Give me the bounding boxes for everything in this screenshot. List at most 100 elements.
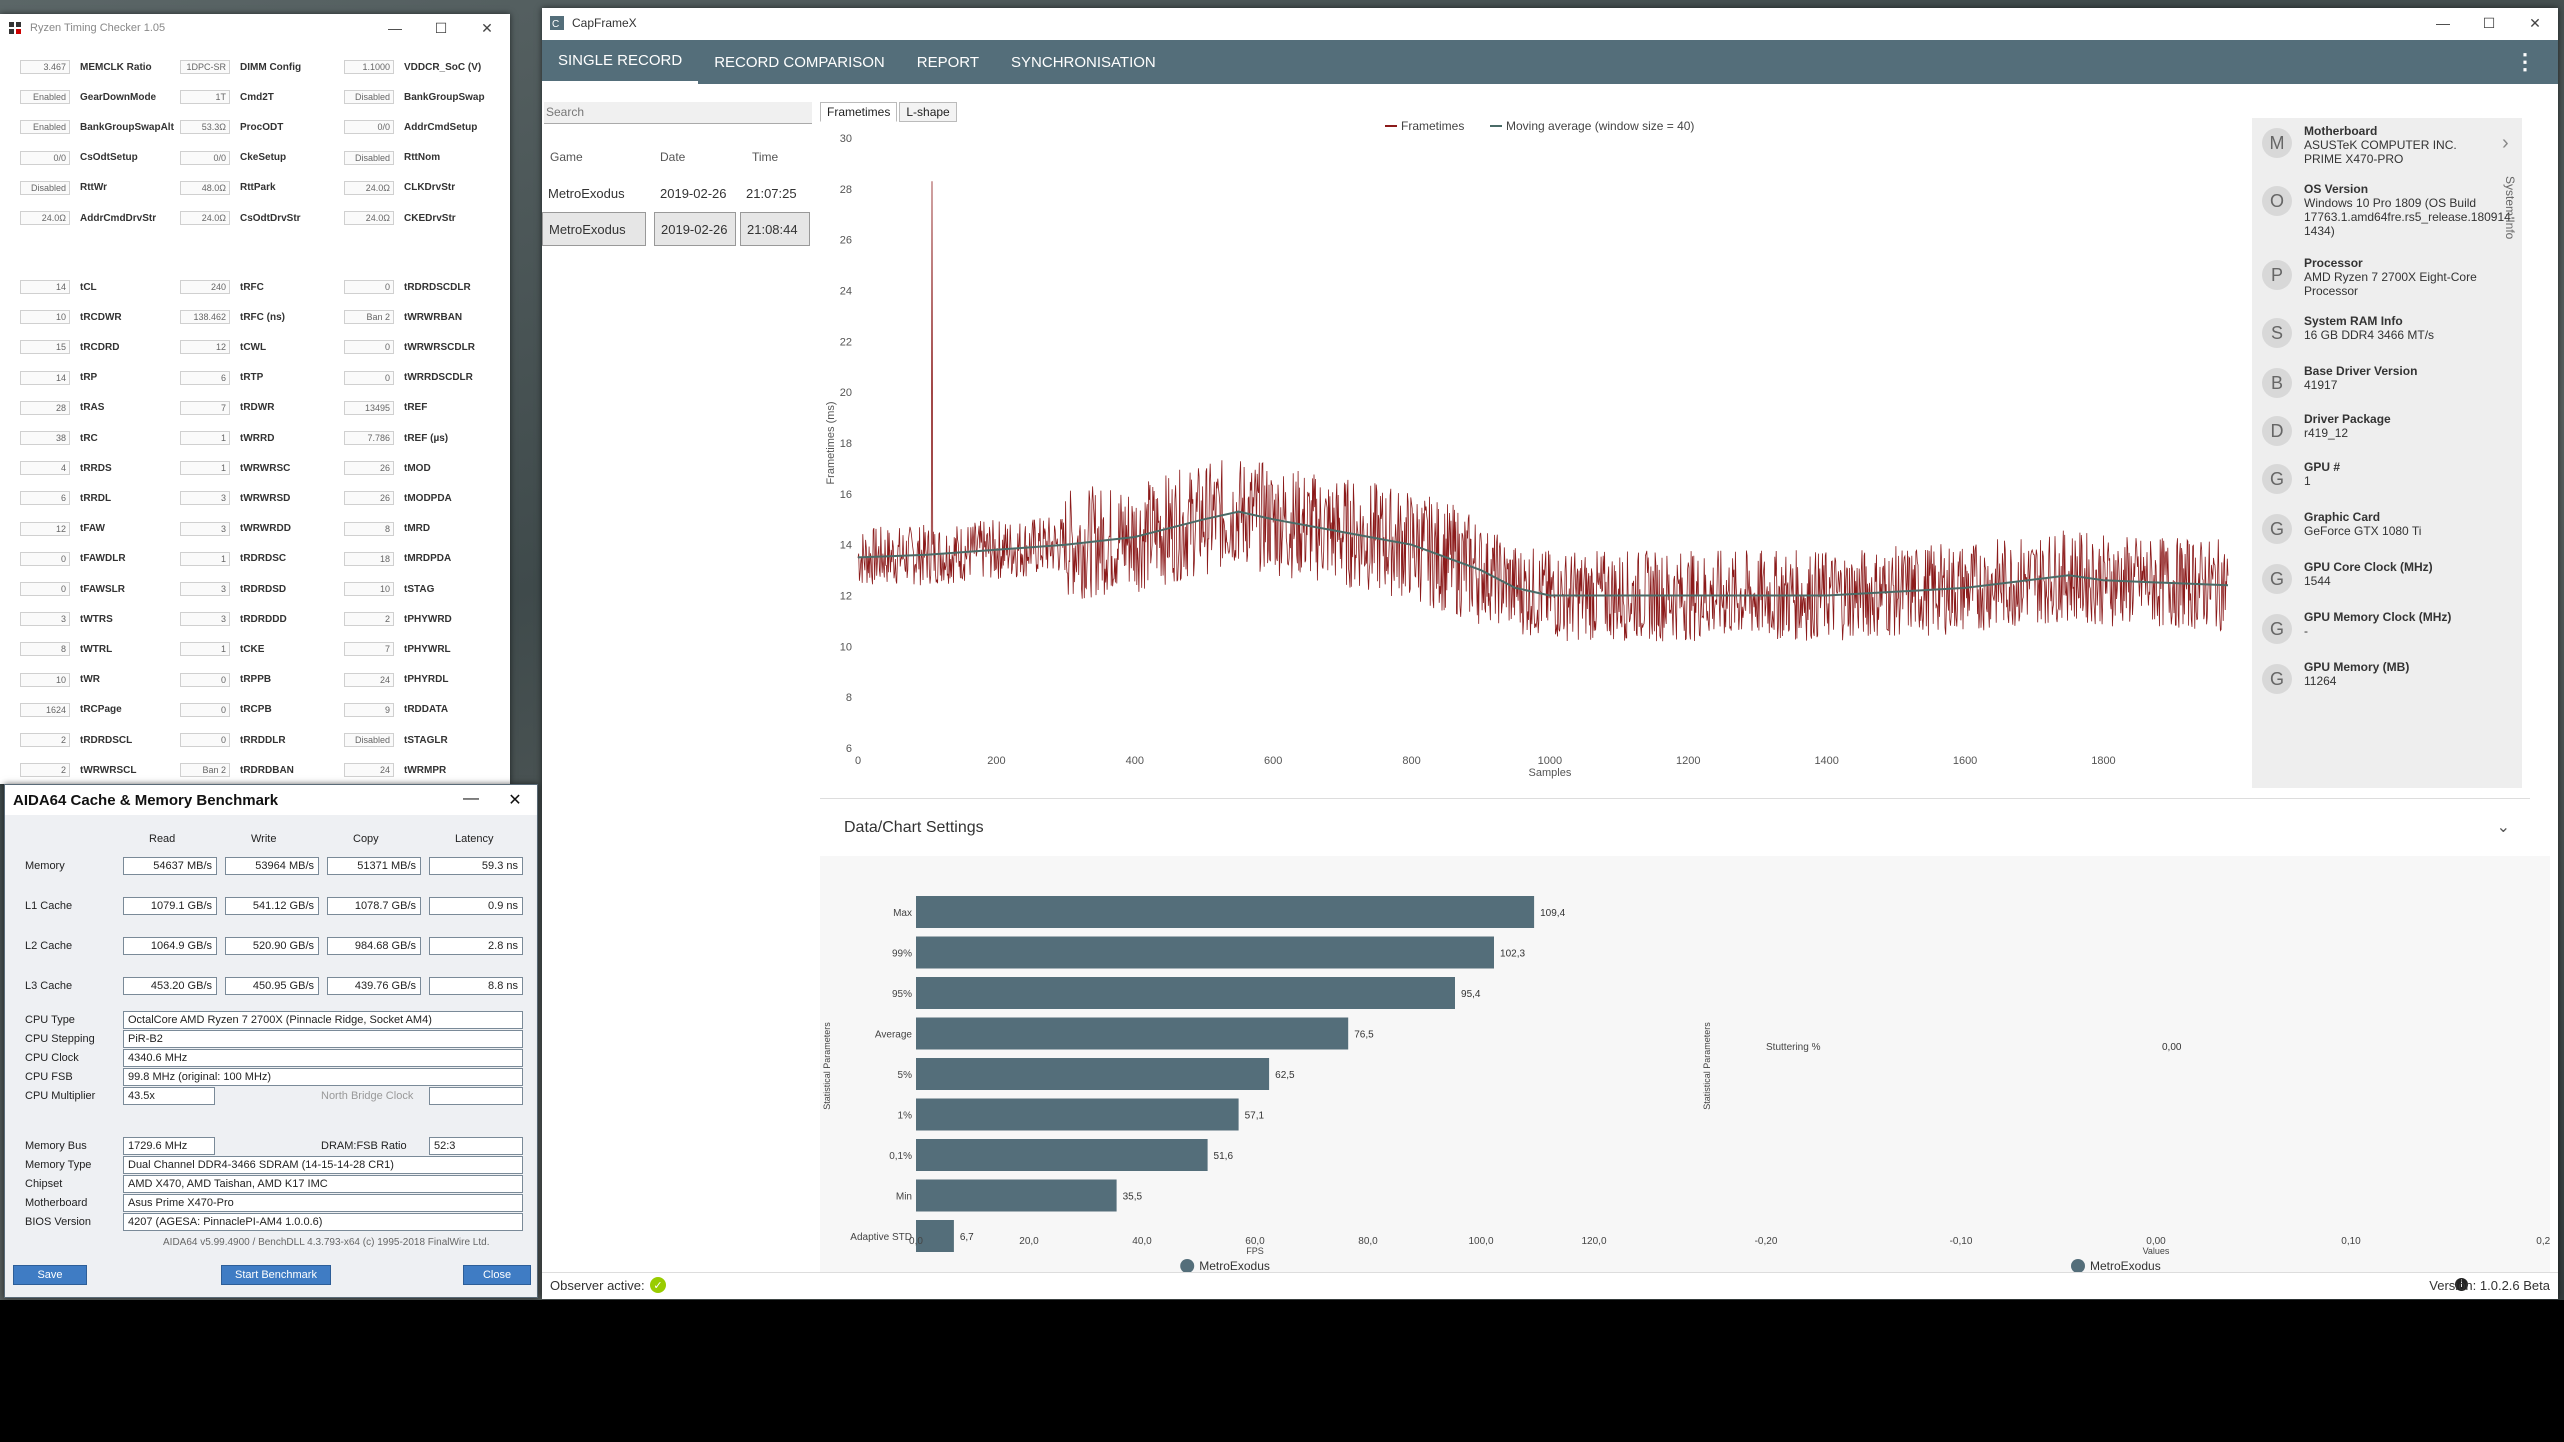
aida-value: 1064.9 GB/s: [123, 937, 217, 955]
rtc-label: tRDRDBAN: [240, 764, 294, 776]
record-time: 21:07:25: [746, 185, 797, 201]
rtc-value: 0: [180, 733, 230, 747]
aida-value: 1079.1 GB/s: [123, 897, 217, 915]
rtc-cell: 8 tWTRL: [20, 638, 112, 660]
rtc-label: AddrCmdSetup: [404, 121, 478, 133]
rtc-cell: 3 tWRWRDD: [180, 518, 291, 540]
subtab-l-shape[interactable]: L-shape: [899, 102, 957, 122]
maximize-button[interactable]: ☐: [2482, 14, 2496, 31]
rtc-label: tRFC (ns): [240, 311, 285, 323]
x-tick-label: 60,0: [1245, 1236, 1265, 1247]
rtc-value: Disabled: [20, 180, 70, 195]
rtc-cell: Disabled RttWr: [20, 177, 107, 199]
sysinfo-value: r419_12: [2304, 426, 2349, 440]
aida-dram-value: 52:3: [429, 1137, 523, 1155]
bar-value-label: 109,4: [1540, 908, 1565, 919]
tab-record-comparison[interactable]: RECORD COMPARISON: [714, 53, 885, 71]
rtc-label: tRRDDLR: [240, 734, 286, 746]
rtc-value: 6: [20, 491, 70, 506]
rtc-row: 14 tRP 6 tRTP 0 tWRRDSCDLR: [0, 367, 510, 389]
bar-category-label: 0,1%: [889, 1151, 912, 1162]
aida-value: 51371 MB/s: [327, 857, 421, 875]
rtc-row: Enabled BankGroupSwapAlt 53.3Ω ProcODT 0/0 Ad…: [0, 116, 510, 138]
chevron-right-icon[interactable]: ›: [2502, 132, 2509, 154]
minimize-button[interactable]: —: [2436, 15, 2450, 31]
col-time[interactable]: Time: [752, 150, 779, 164]
tab-synchronisation[interactable]: SYNCHRONISATION: [1011, 53, 1156, 71]
rtc-label: BankGroupSwapAlt: [80, 121, 174, 133]
col-date[interactable]: Date: [660, 150, 686, 164]
rtc-value: 3: [180, 612, 230, 627]
rtc-label: tWRWRSCDLR: [404, 341, 475, 353]
sysinfo-value: ASUSTeK COMPUTER INC. PRIME X470-PRO: [2304, 138, 2457, 166]
chevron-down-icon[interactable]: ⌄: [2496, 819, 2510, 836]
rtc-value: 0: [180, 672, 230, 687]
tab-single-record[interactable]: SINGLE RECORD: [542, 40, 699, 84]
data-chart-settings[interactable]: Data/Chart Settings ⌄: [820, 798, 2530, 857]
subtab-frametimes[interactable]: Frametimes: [820, 102, 898, 122]
rtc-cell: 0 tRCPB: [180, 699, 272, 721]
sysinfo-item: O OS Version Windows 10 Pro 1809 (OS Build…: [2252, 180, 2515, 238]
rtc-label: tPHYRDL: [404, 674, 449, 686]
more-options-icon[interactable]: ⋮: [2514, 49, 2536, 74]
start-benchmark-button[interactable]: Start Benchmark: [221, 1265, 331, 1285]
y-tick-label: 28: [840, 184, 852, 196]
rtc-cell: Disabled BankGroupSwap: [344, 86, 485, 108]
rtc-cell: 18 tMRDPDA: [344, 548, 451, 570]
frametimes-series: [857, 181, 2229, 642]
record-row[interactable]: MetroExodus 2019-02-26 21:07:25: [542, 176, 812, 210]
rtc-value: Disabled: [344, 150, 394, 165]
rtc-cell: 1 tCKE: [180, 638, 264, 660]
sysinfo-item: B Base Driver Version 41917: [2252, 362, 2492, 410]
close-button[interactable]: Close: [463, 1265, 531, 1285]
rtc-row: 3.467 MEMCLK Ratio 1DPC-SR DIMM Config 1.100…: [0, 56, 510, 78]
col-game[interactable]: Game: [550, 150, 583, 164]
sysinfo-item: S System RAM Info 16 GB DDR4 3466 MT/s: [2252, 312, 2492, 360]
rtc-label: tCWL: [240, 341, 267, 353]
rtc-value: 7: [344, 642, 394, 657]
rtc-value: Disabled: [344, 90, 394, 105]
save-button[interactable]: Save: [13, 1265, 87, 1285]
rtc-titlebar: Ryzen Timing Checker 1.05 — ☐ ✕: [0, 14, 510, 42]
rtc-label: tRDRDSCDLR: [404, 281, 471, 293]
sysinfo-avatar: G: [2262, 514, 2292, 544]
rtc-row: 24.0Ω AddrCmdDrvStr 24.0Ω CsOdtDrvStr 24.0Ω C…: [0, 207, 510, 229]
minimize-button[interactable]: —: [463, 790, 479, 807]
rtc-row: 38 tRC 1 tWRRD 7.786 tREF (µs): [0, 427, 510, 449]
aida-info-label: CPU Stepping: [25, 1033, 95, 1045]
rtc-label: tSTAGLR: [404, 734, 448, 746]
record-game: MetroExodus: [542, 212, 646, 246]
rtc-value: 24.0Ω: [20, 211, 70, 225]
frametime-chart-area: Frametimes L-shape 6 8 10 12 14 16 18 20 22 24 26 2…: [820, 92, 2290, 790]
search-input[interactable]: Search: [544, 102, 812, 124]
rtc-value: 3: [180, 582, 230, 596]
svg-text:C: C: [552, 19, 559, 30]
close-button[interactable]: ✕: [481, 19, 493, 36]
minimize-button[interactable]: —: [388, 20, 402, 36]
x-tick-label: 1400: [1814, 755, 1838, 767]
tab-report[interactable]: REPORT: [916, 53, 980, 71]
y-axis-label: Statistical Parameters: [822, 1022, 832, 1110]
aida-value: 1078.7 GB/s: [327, 897, 421, 915]
rtc-cell: 3 tRDRDDD: [180, 608, 287, 630]
rtc-row: 0/0 CsOdtSetup 0/0 CkeSetup Disabled RttNom: [0, 147, 510, 169]
rtc-value: 24.0Ω: [180, 211, 230, 225]
sysinfo-item: G GPU Core Clock (MHz) 1544: [2252, 558, 2492, 606]
fps-bar: [916, 1017, 1349, 1050]
rtc-cell: 2 tPHYWRD: [344, 608, 452, 630]
aida-col-header: Write: [251, 833, 277, 845]
bar-category-label: 5%: [898, 1070, 913, 1081]
sysinfo-value: AMD Ryzen 7 2700X Eight-Core Processor: [2304, 270, 2477, 298]
close-button[interactable]: ✕: [508, 792, 522, 809]
record-row[interactable]: MetroExodus 2019-02-26 21:08:44: [542, 212, 812, 246]
rtc-row: 8 tWTRL 1 tCKE 7 tPHYWRL: [0, 638, 510, 660]
x-tick-label: 0,20: [2536, 1236, 2550, 1247]
record-game: MetroExodus: [548, 185, 625, 201]
maximize-button[interactable]: ☐: [434, 19, 448, 36]
y-axis-label: Frametimes (ms): [825, 401, 837, 484]
sysinfo-title: GPU Memory Clock (MHz): [2304, 610, 2452, 624]
aida-nb-label: North Bridge Clock: [321, 1090, 414, 1102]
system-info-tab[interactable]: System Info: [2503, 176, 2517, 240]
close-button[interactable]: ✕: [2529, 14, 2541, 31]
rtc-value: 24: [344, 763, 394, 778]
